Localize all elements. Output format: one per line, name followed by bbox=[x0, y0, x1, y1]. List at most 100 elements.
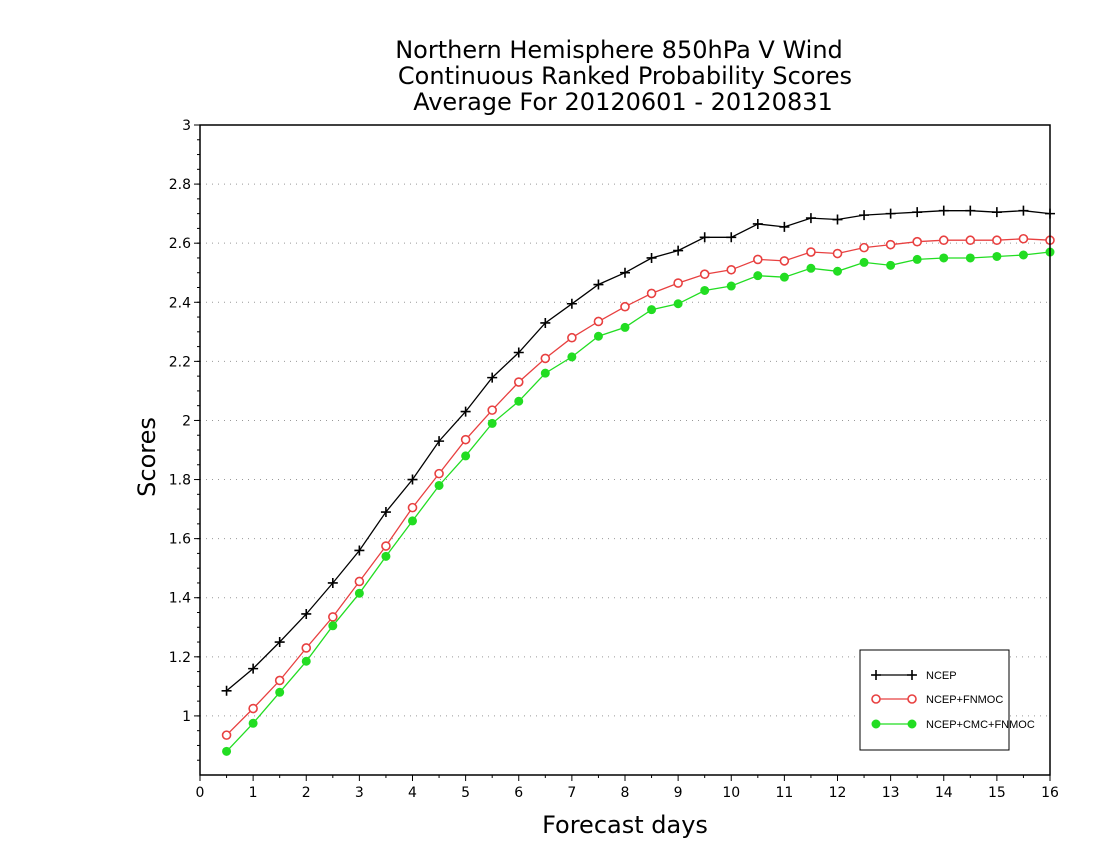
data-point-s0-28 bbox=[965, 205, 976, 216]
data-point-s2-8 bbox=[434, 480, 444, 490]
data-point-s0-4 bbox=[327, 577, 338, 588]
data-point-s1-5 bbox=[354, 576, 365, 587]
data-point-s1-13 bbox=[567, 332, 577, 343]
data-point-s0-14 bbox=[593, 279, 604, 290]
data-point-s1-2 bbox=[274, 675, 285, 686]
data-point-s1-9 bbox=[460, 434, 471, 445]
data-point-s1-28 bbox=[965, 235, 976, 246]
data-point-s2-11 bbox=[514, 396, 524, 406]
data-point-s0-27 bbox=[938, 205, 949, 216]
data-point-s1-3 bbox=[301, 643, 312, 653]
x-tick-label-6: 6 bbox=[514, 785, 523, 801]
data-point-s1-24 bbox=[859, 242, 869, 253]
data-point-s1-10 bbox=[487, 405, 497, 415]
data-point-s0-15 bbox=[620, 267, 630, 278]
data-point-s0-29 bbox=[991, 207, 1002, 218]
x-axis-label: Forecast days bbox=[542, 811, 708, 839]
x-tick-label-1: 1 bbox=[249, 785, 258, 801]
legend-marker-end-1 bbox=[907, 694, 917, 704]
y-tick-label-1: 1.2 bbox=[169, 650, 191, 666]
y-tick-label-7: 2.4 bbox=[169, 295, 191, 311]
x-tick-label-2: 2 bbox=[302, 785, 311, 801]
data-point-s2-30 bbox=[1018, 250, 1028, 260]
data-point-s2-7 bbox=[408, 516, 417, 526]
y-tick-label-0: 1 bbox=[182, 709, 191, 725]
data-point-s2-24 bbox=[859, 257, 869, 267]
legend-marker-start-2 bbox=[871, 719, 881, 729]
data-point-s0-12 bbox=[540, 317, 551, 328]
data-point-s2-17 bbox=[673, 299, 683, 309]
data-point-s1-15 bbox=[620, 301, 630, 312]
x-tick-label-10: 10 bbox=[722, 785, 740, 801]
legend-label-2: NCEP+CMC+FNMOC bbox=[926, 719, 1035, 731]
data-point-s2-10 bbox=[487, 418, 497, 428]
y-tick-label-3: 1.6 bbox=[169, 532, 191, 548]
y-tick-label-6: 2.2 bbox=[169, 354, 191, 370]
data-point-s2-25 bbox=[886, 260, 896, 270]
gridlines bbox=[200, 183, 1050, 717]
series-line-0 bbox=[226, 210, 1051, 692]
x-tick-label-5: 5 bbox=[461, 785, 470, 801]
data-point-s2-27 bbox=[939, 253, 949, 263]
data-point-s1-21 bbox=[779, 256, 790, 266]
series-1 bbox=[221, 233, 1055, 740]
data-point-s1-19 bbox=[726, 264, 737, 275]
data-point-s1-27 bbox=[938, 235, 949, 246]
x-tick-label-15: 15 bbox=[988, 785, 1006, 801]
data-point-s2-5 bbox=[354, 588, 364, 598]
title-line-3: Average For 20120601 - 20120831 bbox=[413, 88, 833, 116]
data-point-s0-24 bbox=[859, 210, 870, 221]
data-point-s2-18 bbox=[700, 285, 710, 295]
data-point-s0-17 bbox=[673, 245, 684, 256]
y-axis-ticks: 1 1.2 1.4 1.6 1.8 2 2.2 2.4 2.6 2.8 3 bbox=[169, 118, 200, 761]
series-line-2 bbox=[226, 251, 1051, 752]
data-point-s2-23 bbox=[833, 266, 842, 276]
data-point-s1-11 bbox=[513, 377, 524, 387]
y-tick-label-4: 1.8 bbox=[169, 473, 191, 489]
plot-series bbox=[221, 205, 1055, 756]
data-point-s1-23 bbox=[832, 248, 843, 259]
y-tick-label-10: 3 bbox=[182, 118, 191, 134]
data-point-s0-20 bbox=[752, 218, 763, 229]
x-tick-label-9: 9 bbox=[674, 785, 683, 801]
x-tick-label-14: 14 bbox=[935, 785, 953, 801]
series-2 bbox=[222, 247, 1055, 756]
data-point-s2-9 bbox=[461, 451, 471, 461]
x-tick-label-3: 3 bbox=[355, 785, 364, 801]
x-tick-label-7: 7 bbox=[567, 785, 576, 801]
data-point-s1-12 bbox=[540, 353, 551, 364]
data-point-s0-0 bbox=[221, 685, 232, 696]
legend-label-0: NCEP bbox=[926, 670, 957, 682]
y-tick-label-5: 2 bbox=[182, 413, 191, 429]
data-point-s1-8 bbox=[434, 468, 444, 479]
x-tick-label-13: 13 bbox=[882, 785, 900, 801]
data-point-s0-5 bbox=[354, 545, 365, 556]
data-point-s2-21 bbox=[779, 272, 789, 282]
legend: NCEP NCEP+FNMOC NCEP+CMC+FNMOC bbox=[859, 649, 1035, 751]
data-point-s0-18 bbox=[699, 232, 710, 243]
data-point-s1-29 bbox=[992, 235, 1002, 246]
data-point-s2-29 bbox=[992, 251, 1002, 261]
data-point-s2-22 bbox=[806, 263, 816, 273]
legend-box bbox=[859, 649, 1010, 751]
data-point-s1-25 bbox=[885, 239, 896, 250]
data-point-s2-6 bbox=[381, 551, 391, 561]
x-tick-label-11: 11 bbox=[775, 785, 793, 801]
y-axis-label: Scores bbox=[133, 417, 161, 497]
data-point-s0-7 bbox=[407, 474, 418, 485]
data-point-s0-23 bbox=[832, 214, 843, 225]
data-point-s2-2 bbox=[275, 687, 285, 697]
data-point-s1-14 bbox=[593, 316, 604, 327]
data-point-s2-12 bbox=[540, 368, 550, 378]
legend-marker-end-2 bbox=[907, 719, 917, 729]
legend-label-1: NCEP+FNMOC bbox=[926, 694, 1003, 706]
data-point-s2-14 bbox=[593, 331, 603, 341]
y-tick-label-2: 1.4 bbox=[169, 591, 191, 607]
x-axis-ticks: 0 1 2 3 4 5 6 7 8 9 10 11 12 13 14 15 16 bbox=[196, 775, 1059, 801]
data-point-s0-22 bbox=[805, 213, 816, 224]
data-point-s0-6 bbox=[380, 507, 391, 518]
data-point-s1-1 bbox=[248, 703, 258, 714]
data-point-s0-3 bbox=[301, 608, 312, 619]
data-point-s2-19 bbox=[726, 281, 736, 291]
